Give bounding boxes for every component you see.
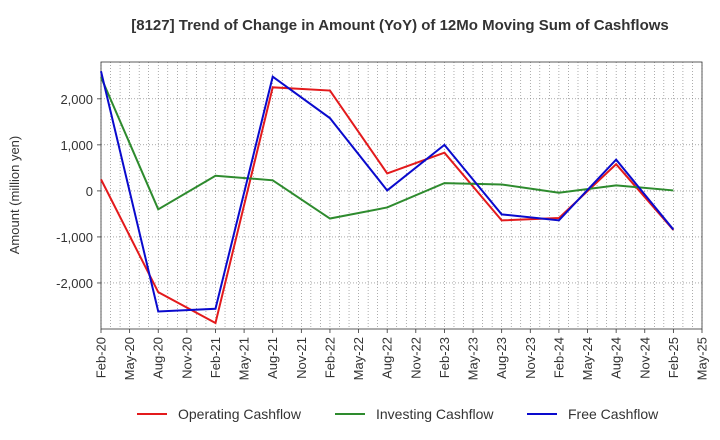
x-tick-label: May-24 (580, 337, 595, 380)
x-tick-label: Feb-24 (551, 337, 566, 378)
legend-label: Free Cashflow (568, 406, 659, 422)
x-tick-label: Nov-22 (408, 337, 423, 379)
series-layer (100, 70, 675, 325)
y-tick-label: 2,000 (60, 92, 93, 107)
x-tick-label: Aug-23 (494, 337, 509, 379)
legend: Operating Cashflow Investing Cashflow Free… (137, 406, 659, 422)
x-tick-label: Feb-20 (94, 337, 109, 378)
y-axis: 2,000 1,000 0 -1,000 -2,000 (56, 92, 101, 291)
series-line-free-cashflow (100, 70, 675, 313)
x-tick-label: Nov-20 (179, 337, 194, 379)
x-tick-label: Aug-20 (151, 337, 166, 379)
x-tick-label: Feb-22 (322, 337, 337, 378)
y-tick-label: 0 (86, 184, 93, 199)
x-tick-label: May-23 (466, 337, 481, 380)
y-axis-label: Amount (million yen) (7, 136, 22, 255)
x-tick-label: May-22 (351, 337, 366, 380)
y-tick-label: -1,000 (56, 230, 93, 245)
x-tick-label: Nov-21 (294, 337, 309, 379)
grid (100, 62, 703, 329)
plot-area (100, 61, 703, 330)
chart-title: [8127] Trend of Change in Amount (YoY) o… (131, 17, 669, 34)
x-tick-label: May-21 (237, 337, 252, 380)
y-tick-label: 1,000 (60, 138, 93, 153)
x-tick-label: May-25 (695, 337, 710, 380)
x-tick-label: Nov-24 (637, 337, 652, 379)
x-tick-label: Aug-24 (609, 337, 624, 379)
legend-label: Investing Cashflow (376, 406, 494, 422)
x-tick-label: May-20 (122, 337, 137, 380)
x-tick-label: Feb-25 (666, 337, 681, 378)
x-tick-label: Aug-21 (265, 337, 280, 379)
legend-label: Operating Cashflow (178, 406, 302, 422)
y-tick-label: -2,000 (56, 276, 93, 291)
x-axis: Feb-20 May-20 Aug-20 Nov-20 Feb-21 May-21 Aug-… (94, 329, 710, 380)
x-tick-label: Feb-23 (437, 337, 452, 378)
x-tick-label: Feb-21 (208, 337, 223, 378)
series-line-investing-cashflow (100, 76, 674, 220)
x-tick-label: Aug-22 (380, 337, 395, 379)
x-tick-label: Nov-23 (523, 337, 538, 379)
